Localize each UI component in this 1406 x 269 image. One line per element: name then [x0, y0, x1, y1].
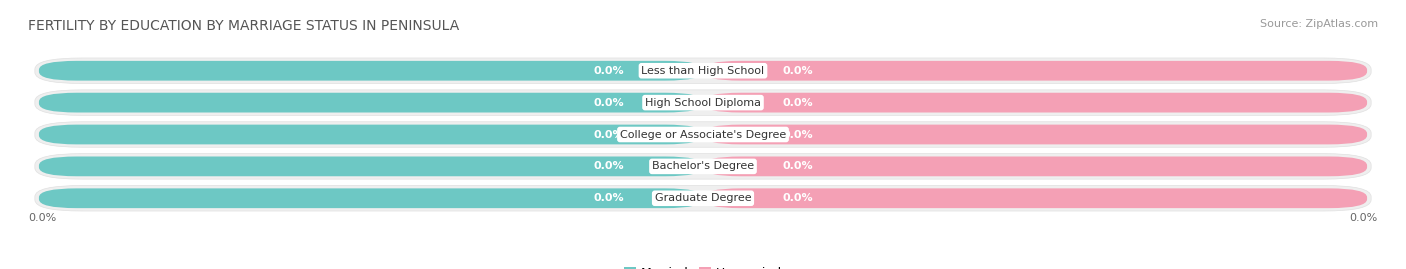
Text: 0.0%: 0.0%: [782, 129, 813, 140]
Text: 0.0%: 0.0%: [593, 193, 624, 203]
Text: Source: ZipAtlas.com: Source: ZipAtlas.com: [1260, 19, 1378, 29]
Legend: Married, Unmarried: Married, Unmarried: [624, 267, 782, 269]
Text: Graduate Degree: Graduate Degree: [655, 193, 751, 203]
Text: 0.0%: 0.0%: [593, 129, 624, 140]
Text: Less than High School: Less than High School: [641, 66, 765, 76]
Text: 0.0%: 0.0%: [782, 193, 813, 203]
Text: 0.0%: 0.0%: [782, 98, 813, 108]
Text: 0.0%: 0.0%: [593, 66, 624, 76]
Text: 0.0%: 0.0%: [1350, 213, 1378, 223]
Text: 0.0%: 0.0%: [593, 98, 624, 108]
FancyBboxPatch shape: [703, 61, 1367, 81]
FancyBboxPatch shape: [35, 122, 1371, 147]
Text: High School Diploma: High School Diploma: [645, 98, 761, 108]
FancyBboxPatch shape: [35, 58, 1371, 83]
Text: 0.0%: 0.0%: [782, 161, 813, 171]
FancyBboxPatch shape: [35, 154, 1371, 179]
FancyBboxPatch shape: [39, 61, 703, 81]
Text: 0.0%: 0.0%: [782, 66, 813, 76]
Text: 0.0%: 0.0%: [28, 213, 56, 223]
FancyBboxPatch shape: [35, 90, 1371, 115]
Text: FERTILITY BY EDUCATION BY MARRIAGE STATUS IN PENINSULA: FERTILITY BY EDUCATION BY MARRIAGE STATU…: [28, 19, 460, 33]
FancyBboxPatch shape: [39, 188, 703, 208]
FancyBboxPatch shape: [35, 186, 1371, 211]
FancyBboxPatch shape: [39, 125, 703, 144]
FancyBboxPatch shape: [703, 157, 1367, 176]
Text: College or Associate's Degree: College or Associate's Degree: [620, 129, 786, 140]
Text: Bachelor's Degree: Bachelor's Degree: [652, 161, 754, 171]
FancyBboxPatch shape: [39, 157, 703, 176]
FancyBboxPatch shape: [703, 125, 1367, 144]
FancyBboxPatch shape: [703, 188, 1367, 208]
FancyBboxPatch shape: [703, 93, 1367, 112]
Text: 0.0%: 0.0%: [593, 161, 624, 171]
FancyBboxPatch shape: [39, 93, 703, 112]
